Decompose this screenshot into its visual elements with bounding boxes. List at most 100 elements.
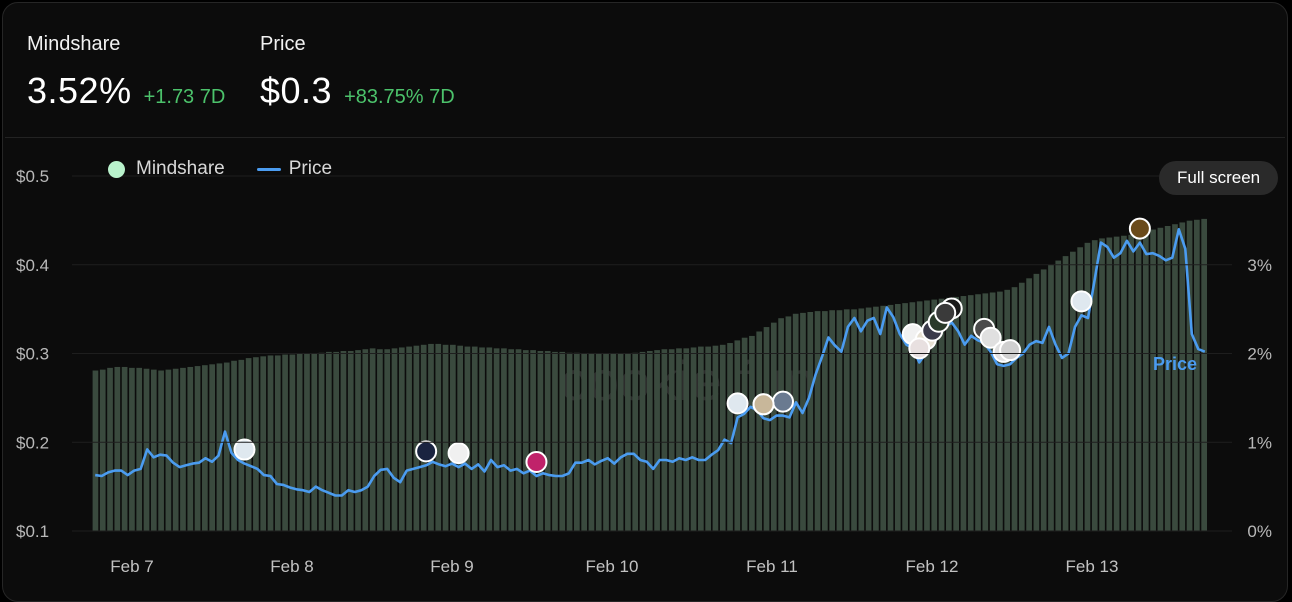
chart-legend: Mindshare Price — [108, 158, 332, 180]
event-avatar-marker[interactable] — [934, 301, 957, 324]
mindshare-bar — [165, 369, 172, 531]
mindshare-bar — [289, 354, 296, 531]
event-avatar-marker[interactable] — [726, 392, 749, 415]
y-left-tick: $0.4 — [16, 256, 49, 275]
mindshare-bar — [194, 366, 201, 531]
mindshare-bar — [1026, 278, 1032, 531]
event-avatar-marker[interactable] — [1070, 290, 1093, 313]
price-legend-icon — [256, 167, 281, 171]
mindshare-stat: Mindshare 3.52% +1.73 7D — [27, 33, 225, 112]
price-change: +83.75% 7D — [344, 86, 455, 108]
mindshare-bar — [705, 346, 711, 531]
price-label: Price — [260, 33, 306, 55]
mindshare-bar — [967, 295, 974, 531]
mindshare-bar — [960, 296, 967, 531]
mindshare-bar — [792, 313, 799, 531]
mindshare-legend-icon — [108, 160, 125, 178]
event-avatar-marker[interactable] — [908, 337, 931, 360]
mindshare-bar — [975, 294, 981, 531]
price-stat: Price $0.3 +83.75% 7D — [260, 33, 455, 112]
x-axis-tick: Feb 12 — [906, 557, 959, 576]
mindshare-bar — [158, 370, 164, 531]
mindshare-bar — [114, 366, 121, 531]
mindshare-bar — [129, 367, 135, 531]
event-avatar-marker[interactable] — [233, 438, 256, 461]
mindshare-bar — [953, 296, 959, 531]
legend-mindshare[interactable]: Mindshare — [136, 158, 225, 179]
mindshare-bar — [1172, 224, 1178, 532]
mindshare-bar — [1077, 247, 1083, 531]
mindshare-bar — [1106, 237, 1113, 531]
event-markers — [233, 217, 1151, 473]
mindshare-bar — [1048, 265, 1054, 531]
mindshare-bar — [749, 335, 755, 531]
mindshare-bar — [282, 354, 288, 531]
mindshare-bar — [661, 349, 668, 531]
x-axis-tick: Feb 9 — [430, 557, 473, 576]
mindshare-bar — [1157, 227, 1164, 531]
mindshare-bar — [530, 350, 536, 531]
mindshare-bar — [1084, 242, 1091, 532]
event-avatar-marker[interactable] — [415, 440, 438, 463]
mindshare-bar — [698, 346, 704, 531]
event-avatar-marker[interactable] — [1128, 217, 1151, 240]
x-axis: Feb 7 Feb 8 Feb 9 Feb 10 Feb 11 Feb 12 Feb 13 — [110, 557, 1118, 576]
mindshare-bar — [362, 349, 369, 531]
mindshare-bar — [457, 345, 463, 531]
event-avatar-marker[interactable] — [999, 339, 1022, 362]
mindshare-bar — [778, 318, 784, 531]
mindshare-bar — [340, 351, 347, 531]
y-left-tick: $0.3 — [16, 345, 49, 364]
mindshare-bar — [727, 343, 733, 531]
mindshare-bar — [552, 351, 558, 531]
mindshare-bar — [902, 303, 908, 531]
mindshare-bar — [231, 360, 237, 531]
y-left-tick: $0.1 — [16, 522, 49, 541]
legend-price[interactable]: Price — [288, 158, 333, 179]
x-axis-tick: Feb 10 — [586, 557, 639, 576]
mindshare-bar — [1018, 282, 1025, 531]
y-right-tick: 0% — [1247, 522, 1272, 541]
mindshare-bar — [916, 301, 923, 531]
event-avatar-marker[interactable] — [979, 326, 1002, 349]
y-left-tick: $0.5 — [16, 167, 49, 186]
mindshare-bar — [1099, 238, 1105, 531]
mindshare-bar — [1091, 240, 1098, 531]
mindshare-bar — [1186, 220, 1193, 531]
mindshare-bar — [1062, 256, 1069, 531]
header-divider — [5, 137, 1285, 138]
mindshare-bar — [734, 340, 741, 531]
mindshare-bar — [880, 305, 887, 531]
event-avatar-marker[interactable] — [772, 390, 795, 413]
mindshare-bar — [172, 368, 179, 531]
event-avatar-marker[interactable] — [525, 450, 548, 473]
mindshare-bar — [391, 348, 398, 531]
mindshare-bar — [1179, 222, 1186, 531]
mindshare-bar — [209, 364, 215, 531]
event-avatar-marker[interactable] — [752, 393, 775, 416]
mindshare-bar — [1011, 287, 1018, 531]
mindshare-bar — [253, 357, 259, 531]
y-axis-left: $0.5 $0.4 $0.3 $0.2 $0.1 — [16, 167, 1232, 541]
mindshare-bar — [982, 293, 989, 531]
mindshare-bar — [355, 350, 361, 531]
mindshare-bar — [800, 312, 806, 531]
mindshare-bar — [180, 367, 186, 531]
mindshare-bar — [668, 349, 675, 531]
mindshare-bar — [428, 343, 434, 531]
mindshare-value: 3.52% — [27, 70, 132, 111]
mindshare-bar — [413, 345, 420, 531]
mindshare-bar — [683, 348, 690, 531]
mindshare-bar — [202, 365, 208, 531]
mindshare-bar — [493, 348, 500, 531]
full-screen-button[interactable]: Full screen — [1159, 161, 1279, 195]
mindshare-bar — [107, 367, 113, 531]
mindshare-bar — [136, 367, 143, 531]
mindshare-bar — [384, 349, 391, 531]
event-avatar-marker[interactable] — [447, 442, 470, 465]
mindshare-bar — [997, 291, 1003, 531]
y-right-tick: 1% — [1247, 433, 1272, 452]
mindshare-change: +1.73 7D — [143, 86, 226, 108]
price-line — [95, 228, 1206, 497]
mindshare-bar — [398, 347, 405, 531]
